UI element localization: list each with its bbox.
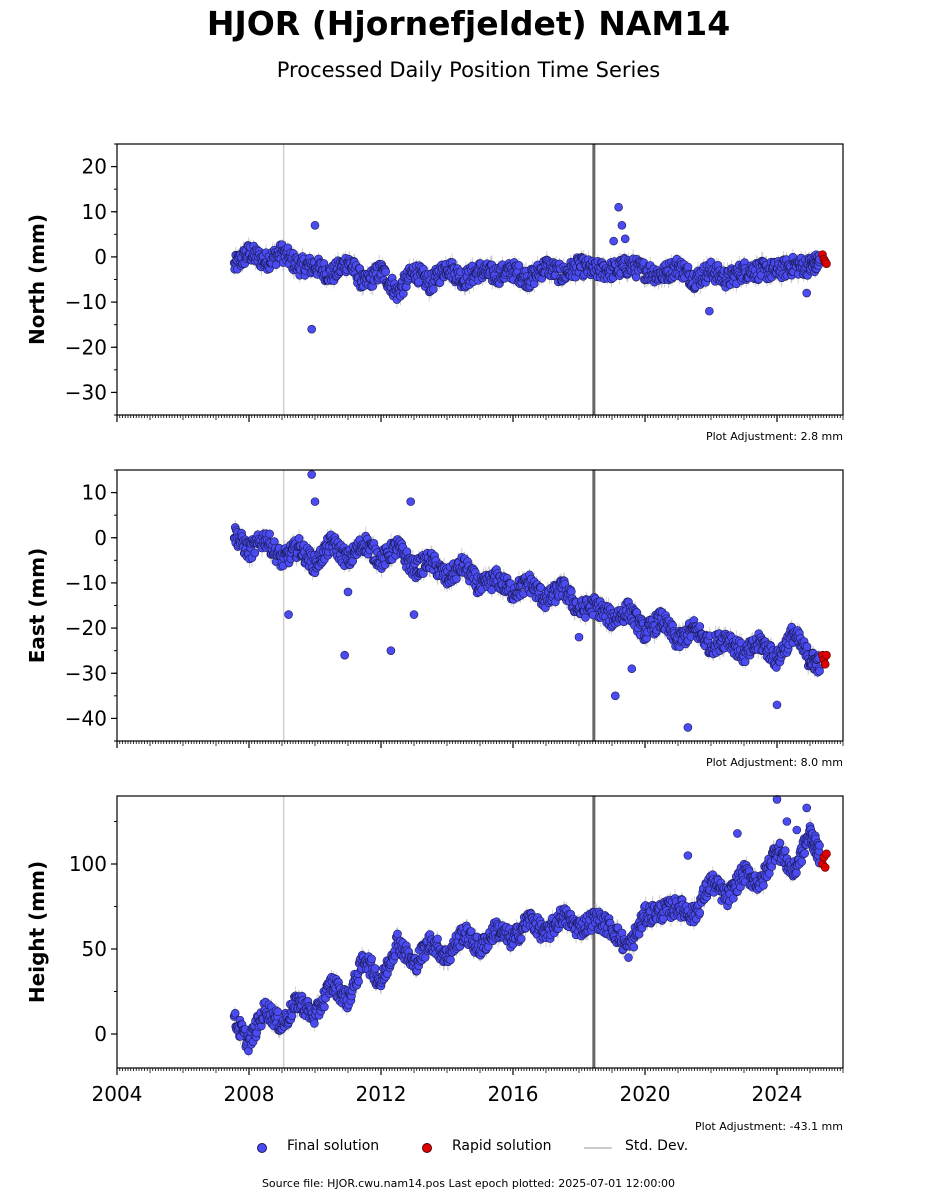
final-point xyxy=(683,262,693,272)
rapid-point xyxy=(820,659,830,669)
final-solution-points xyxy=(229,202,824,334)
final-solution-points xyxy=(229,470,824,732)
y-tick-label: −10 xyxy=(65,571,107,595)
final-point xyxy=(381,267,391,277)
final-point xyxy=(307,324,317,334)
y-tick-label: 20 xyxy=(82,155,107,179)
final-point xyxy=(514,261,524,270)
y-tick-label: −30 xyxy=(65,380,107,404)
y-tick-label: −10 xyxy=(65,290,107,314)
final-point xyxy=(567,587,576,596)
plot-adjustment-label: Plot Adjustment: 2.8 mm xyxy=(706,430,843,443)
final-point xyxy=(307,470,317,479)
final-point xyxy=(815,666,824,676)
final-point xyxy=(250,548,260,558)
final-point xyxy=(265,529,274,539)
plot-adjustment-label: Plot Adjustment: 8.0 mm xyxy=(706,756,843,769)
y-axis-label: East (mm) xyxy=(25,548,49,664)
final-point xyxy=(683,723,693,732)
rapid-point xyxy=(822,259,831,268)
final-point xyxy=(574,632,584,642)
y-tick-label: 0 xyxy=(94,526,107,550)
y-tick-label: −20 xyxy=(65,335,107,359)
final-point xyxy=(310,497,320,506)
final-point xyxy=(627,664,637,674)
panel-2: −40 −30 −20 −10 0 10 East (mm) Plot Adjustment:… xyxy=(25,469,844,769)
final-point xyxy=(409,610,419,619)
y-tick-label: −20 xyxy=(65,616,107,640)
final-point xyxy=(802,642,812,651)
y-axis-label: North (mm) xyxy=(25,214,49,345)
chart-title: HJOR (Hjornefjeldet) NAM14 xyxy=(206,4,731,43)
final-point xyxy=(340,650,350,660)
final-point xyxy=(802,288,812,298)
final-point xyxy=(620,234,630,244)
final-point xyxy=(695,622,705,631)
final-point xyxy=(406,497,416,506)
final-point xyxy=(609,236,618,246)
y-tick-label: −30 xyxy=(65,661,107,685)
stddev-bars xyxy=(233,818,821,1057)
final-point xyxy=(772,700,782,710)
final-point xyxy=(284,610,293,619)
y-tick-label: 10 xyxy=(82,200,107,224)
final-point xyxy=(740,657,750,667)
plot-frame xyxy=(116,469,844,742)
final-point xyxy=(310,221,320,230)
y-tick-label: 10 xyxy=(82,481,107,505)
final-point xyxy=(386,646,396,655)
panel-1: −30 −20 −10 0 10 20 North (mm) Plot Adjustment:… xyxy=(25,143,844,443)
y-tick-label: 0 xyxy=(94,245,107,269)
y-tick-label: −40 xyxy=(65,706,107,730)
final-point xyxy=(343,587,353,597)
final-point xyxy=(610,691,620,701)
final-point xyxy=(614,202,623,212)
final-point xyxy=(429,284,438,294)
final-point xyxy=(617,221,627,230)
rapid-point xyxy=(822,650,831,660)
chart-subtitle: Processed Daily Position Time Series xyxy=(276,58,661,82)
final-point xyxy=(705,306,714,316)
